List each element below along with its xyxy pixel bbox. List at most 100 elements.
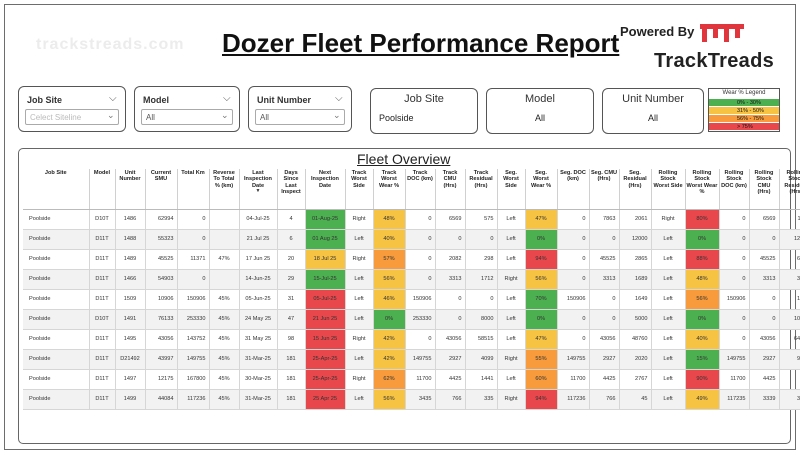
table-cell: D11T [89,349,116,370]
table-cell: 7863 [589,209,620,230]
column-header[interactable]: Seg. DOC (km) [557,169,590,210]
table-cell: 01 Aug 25 [305,229,346,250]
table-row[interactable]: Poolside D11T D21492 43997 149755 45% 31-Mar-2… [23,349,800,370]
table-cell: Right [651,209,686,230]
column-header[interactable]: Total Km [177,169,210,210]
table-cell: 0 [465,229,498,250]
sort-descending-icon[interactable]: ▼ [255,188,261,195]
table-cell: D11T [89,229,116,250]
table-row[interactable]: Poolside D11T 1495 43056 143752 45% 31 May 25 9… [23,329,800,350]
chevron-down-icon[interactable]: ⌵ [109,93,117,104]
table-cell: 1712 [465,269,498,290]
column-header[interactable]: Rolling Stock Worst Wear % [685,169,720,210]
column-header[interactable]: Track Residual (Hrs) [465,169,498,210]
column-header[interactable]: Seg. Worst Side [497,169,526,210]
table-cell: 149755 [719,349,750,370]
slicer-unit-number[interactable]: Unit Number ⌵ All ⌄ [248,86,352,132]
table-cell: 0% [525,309,558,330]
table-cell: 0 [557,269,590,290]
watermark-logo: trackstreads.com [36,36,185,53]
column-header[interactable]: Unit Number [115,169,146,210]
tracktreads-logo-icon [700,24,744,42]
table-cell: 98 [277,329,306,350]
column-header[interactable]: Track CMU (Hrs) [435,169,466,210]
table-cell: 0 [719,309,750,330]
slicer-label: Job Site [27,95,63,105]
table-cell: 3598 [779,269,800,290]
table-cell: 0 [177,229,210,250]
table-cell: 4099 [465,349,498,370]
job-site-dropdown[interactable]: Celect Siteline [25,109,119,125]
table-cell: 1915 [779,289,800,310]
column-header[interactable]: Rolling Stock DOC (km) [719,169,750,210]
table-cell: 11371 [177,249,210,270]
column-header[interactable]: Days Since Last Inspect [277,169,306,210]
column-header[interactable]: Model [89,169,116,210]
table-row[interactable]: Poolside D10T 1491 76133 253330 45% 24 May 25 4… [23,309,800,330]
legend-item: > 75% [709,122,779,130]
powered-by-label: Powered By [620,24,695,39]
card-value: All [647,113,658,123]
column-header[interactable]: Rolling Stock CMU (Hrs) [749,169,780,210]
card-model: Model All [486,88,594,134]
table-cell: 24 May 25 [239,309,278,330]
column-header[interactable]: Next Inspection Date [305,169,346,210]
table-cell: 45525 [589,249,620,270]
table-row[interactable]: Poolside D11T 1489 45525 11371 47% 17 Jun 25 20… [23,249,800,270]
table-cell: 29 [277,269,306,290]
table-cell: Left [651,309,686,330]
fleet-table: Job Site Model Unit Number Current SMU T… [23,169,800,410]
slicer-job-site[interactable]: Job Site ⌵ Celect Siteline ⌄ [18,86,126,132]
column-header[interactable]: Rolling Stock Residual (Hrs) [779,169,800,210]
chevron-down-icon[interactable]: ⌵ [223,93,231,104]
table-cell: 14-Jun-25 [239,269,278,290]
table-cell: 44084 [145,389,178,410]
table-cell: 150906 [405,289,436,310]
unit-number-dropdown[interactable]: All [255,109,345,125]
table-cell: 0 [435,309,466,330]
table-cell: 11700 [557,369,590,390]
table-row[interactable]: Poolside D11T 1509 10906 150906 45% 05-Jun-25 3… [23,289,800,310]
table-cell: 31 May 25 [239,329,278,350]
table-row[interactable]: Poolside D11T 1466 54903 0 14-Jun-25 29 15-Jul-… [23,269,800,290]
column-header[interactable]: Seg. Residual (Hrs) [619,169,652,210]
table-cell: 18 Jul 25 [305,249,346,270]
table-cell: 45% [209,389,240,410]
column-header[interactable]: Job Site [23,169,90,210]
table-cell: 149755 [557,349,590,370]
column-header[interactable]: Track DOC (km) [405,169,436,210]
column-header-sorted[interactable]: Last Inspection Date ▼ [239,169,278,210]
table-cell: 47 [277,309,306,330]
table-cell: 30-Mar-25 [239,369,278,390]
card-title: Unit Number [622,93,684,105]
table-row[interactable]: Poolside D11T 1488 55323 0 21 Jul 25 6 01 Aug 2… [23,229,800,250]
fleet-overview-panel: Fleet Overview Job Site Model Unit Numbe… [18,148,800,444]
table-cell: Poolside [23,369,90,390]
table-cell: 47% [525,329,558,350]
table-cell: 6208 [779,249,800,270]
fleet-table-body: Poolside D10T 1486 62994 0 04-Jul-25 4 01-Aug-2… [23,209,800,410]
column-header[interactable]: Seg. Worst Wear % [525,169,558,210]
table-cell: 2082 [435,249,466,270]
table-cell: Right [345,369,374,390]
table-cell: 94% [525,249,558,270]
column-header[interactable]: Reverse To Total % (km) [209,169,240,210]
slicer-model[interactable]: Model ⌵ All ⌄ [134,86,240,132]
table-cell: Left [345,269,374,290]
table-row[interactable]: Poolside D11T 1499 44084 117236 45% 31-Mar-25 1… [23,389,800,410]
table-cell: 70% [525,289,558,310]
column-header[interactable]: Track Worst Side [345,169,374,210]
table-row[interactable]: Poolside D10T 1486 62994 0 04-Jul-25 4 01-Aug-2… [23,209,800,230]
table-cell: 17 Jun 25 [239,249,278,270]
table-cell: 8000 [465,309,498,330]
model-dropdown[interactable]: All [141,109,233,125]
wear-legend: Wear % Legend 0% - 30% 31% - 50% 56% - 7… [708,88,780,132]
chevron-down-icon[interactable]: ⌵ [335,93,343,104]
column-header[interactable]: Current SMU [145,169,178,210]
table-cell: D11T [89,369,116,390]
card-value: All [534,113,545,123]
table-row[interactable]: Poolside D11T 1497 12175 167800 45% 30-Mar-25 1… [23,369,800,390]
column-header[interactable]: Seg. CMU (Hrs) [589,169,620,210]
column-header[interactable]: Track Worst Wear % [373,169,406,210]
column-header[interactable]: Rolling Stock Worst Side [651,169,686,210]
